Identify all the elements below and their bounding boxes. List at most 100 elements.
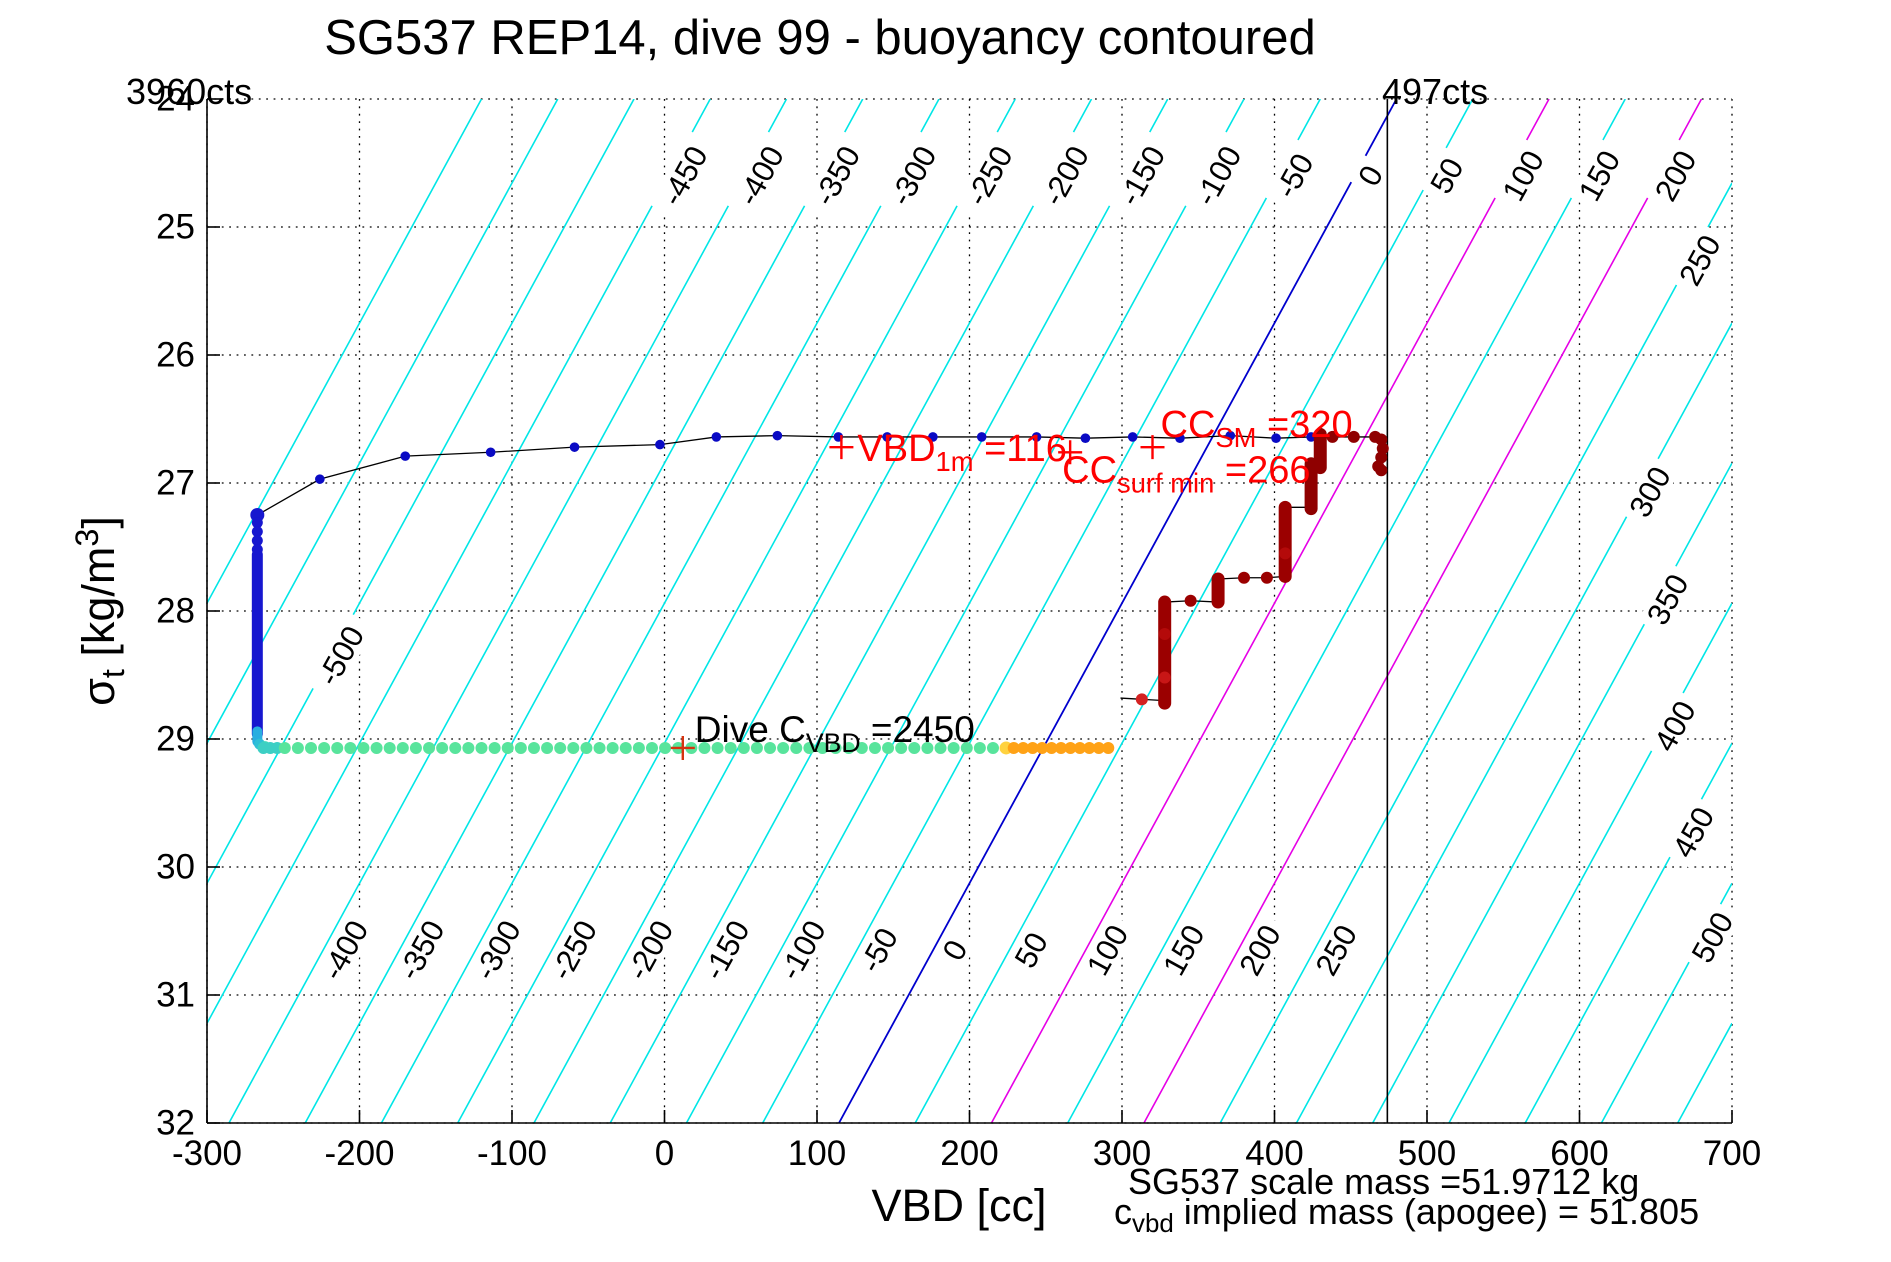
bottom-row-point [1007, 741, 1020, 754]
bottom-row-point [882, 741, 895, 754]
bottom-row-point [305, 741, 318, 754]
contour-label: 100 [1493, 139, 1554, 213]
contour-label: 0 [1349, 154, 1392, 197]
surface-point [315, 474, 325, 484]
y-tick-label: 29 [156, 720, 195, 759]
bottom-row-point [488, 741, 501, 754]
plus-marker [1140, 435, 1165, 460]
bottom-row-point [960, 741, 973, 754]
x-tick-label: 600 [1550, 1134, 1608, 1173]
bottom-row-point [1073, 741, 1086, 754]
x-tick-label: 500 [1398, 1134, 1456, 1173]
bottom-row-point [501, 741, 514, 754]
surface-point [1225, 430, 1236, 441]
bottom-row-point [436, 741, 449, 754]
contour-line [457, 99, 1016, 1123]
annotation-cc-sm: CCSM =320 [1161, 404, 1353, 453]
contour-label: -100 [768, 905, 837, 995]
plus-marker [1058, 440, 1083, 465]
bottom-row-point [803, 741, 816, 754]
bottom-row-point [724, 741, 737, 754]
contour-label: -400 [726, 131, 796, 221]
surface-point [569, 442, 580, 452]
contour-line [990, 99, 1550, 1123]
bottom-row-point [1102, 741, 1115, 754]
contour-label: -250 [539, 905, 609, 995]
vbd-counts-left-label: 3960cts [126, 71, 253, 112]
y-axis-label: σt [kg/m3] [68, 516, 131, 706]
contour-line [1143, 99, 1703, 1123]
bottom-row-point [291, 741, 304, 754]
bottom-row-point [777, 741, 790, 754]
surface-point [1306, 432, 1316, 442]
bottom-row-point [423, 741, 436, 754]
surface-point [1271, 433, 1281, 444]
contour-line [1067, 99, 1626, 1123]
contour-label: -150 [1107, 131, 1177, 221]
vbd-counts-right-label: 497cts [1382, 71, 1489, 112]
surface-point [1080, 433, 1091, 444]
contour-label: -300 [463, 905, 532, 995]
x-tick-label: 300 [1093, 1134, 1151, 1173]
stair-point [1375, 433, 1388, 446]
bottom-row-point [344, 741, 357, 754]
surface-point [1031, 432, 1042, 442]
bottom-row-point [318, 741, 331, 754]
contour-label: 400 [1645, 689, 1705, 763]
bottom-row-point [632, 741, 645, 754]
bottom-row-point [541, 741, 554, 754]
x-tick-label: 700 [1703, 1134, 1761, 1173]
stair-point [1184, 594, 1197, 607]
contour-label: -200 [615, 905, 685, 995]
bottom-row-point [659, 741, 672, 754]
y-tick-label: 28 [156, 592, 195, 631]
stair-point [1375, 464, 1388, 477]
contour-label: 250 [1669, 223, 1730, 297]
surface-point [772, 430, 783, 441]
contour-line [609, 99, 1169, 1123]
contour-label: 200 [1645, 139, 1706, 213]
contour-line [1372, 462, 1732, 1123]
bottom-row-point [750, 741, 763, 754]
bottom-row-point [357, 741, 370, 754]
contour-line [1448, 602, 1732, 1123]
bottom-row-point [908, 741, 921, 754]
contour-label: -400 [310, 905, 380, 995]
contour-label: 0 [933, 929, 977, 972]
bottom-row-point [1017, 741, 1030, 754]
bottom-row-point [514, 741, 527, 754]
bottom-row-point [567, 741, 580, 754]
contour-label: -250 [955, 131, 1024, 221]
y-tick-label: 32 [156, 1104, 195, 1143]
bottom-row-point [1055, 741, 1067, 754]
bottom-row-point [580, 741, 593, 754]
y-tick-label: 26 [156, 336, 195, 375]
stair-point [1135, 693, 1148, 706]
contour-label: 450 [1663, 795, 1724, 870]
descent-point [251, 526, 263, 538]
contour-labels: -450 -400 -350 -300 -250 -200 -150 -100 -50 0 50 10… [306, 131, 1743, 995]
bottom-row-point [462, 741, 475, 754]
contour-line [207, 99, 559, 744]
contour-line [838, 99, 1398, 1123]
contour-line [380, 99, 940, 1123]
bottom-row-point [1083, 741, 1096, 754]
bottom-row-point [554, 741, 567, 754]
bottom-row-point [947, 741, 960, 754]
x-tick-label: -300 [172, 1134, 242, 1173]
y-tick-label: 25 [156, 208, 195, 247]
bottom-row-point [868, 741, 881, 754]
contour-line [1295, 322, 1732, 1123]
surface-point [400, 451, 411, 461]
annotation-dive-cvbd: Dive CVBD =2450 [695, 709, 975, 758]
contour-label: -300 [878, 131, 948, 221]
stair-point [1376, 442, 1389, 455]
surface-point [655, 439, 665, 450]
bottom-row-point [645, 741, 658, 754]
contour-label: -350 [802, 131, 872, 221]
surface-point [976, 432, 987, 442]
bottom-row-point [396, 741, 409, 754]
descent-point [251, 517, 263, 529]
